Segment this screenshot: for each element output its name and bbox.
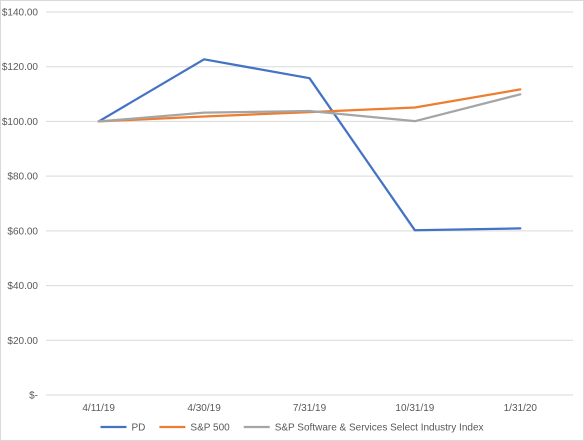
legend: PD S&P 500 S&P Software & Services Select … (100, 423, 484, 434)
series-line-1 (97, 58, 522, 232)
legend-label: S&P 500 (190, 423, 230, 434)
y-tick-label: $100.00 (2, 117, 39, 128)
x-tick-label: 4/30/19 (187, 403, 221, 414)
legend-item: PD (100, 423, 145, 434)
legend-label: S&P Software & Services Select Industry … (275, 423, 484, 434)
x-tick-label: 10/31/19 (395, 403, 434, 414)
legend-label: PD (131, 423, 145, 434)
y-tick-label: $140.00 (2, 8, 39, 19)
x-tick-label: 1/31/20 (504, 403, 538, 414)
y-tick-label: $- (29, 391, 38, 402)
legend-item: S&P 500 (159, 423, 230, 434)
y-tick-label: $120.00 (2, 62, 39, 73)
x-tick-label: 7/31/19 (293, 403, 327, 414)
x-tick-label: 4/11/19 (82, 403, 115, 414)
series-line-3 (97, 93, 522, 123)
y-tick-label: $20.00 (7, 336, 38, 347)
y-tick-label: $60.00 (7, 226, 38, 237)
y-tick-label: $40.00 (7, 281, 38, 292)
axes: $- $20.00 $40.00 $60.00 $80.00 $100.00 $120.00… (2, 8, 573, 414)
legend-item: S&P Software & Services Select Industry … (243, 423, 484, 434)
gridlines (46, 11, 573, 341)
y-tick-label: $80.00 (7, 172, 38, 183)
series-lines (97, 58, 522, 232)
